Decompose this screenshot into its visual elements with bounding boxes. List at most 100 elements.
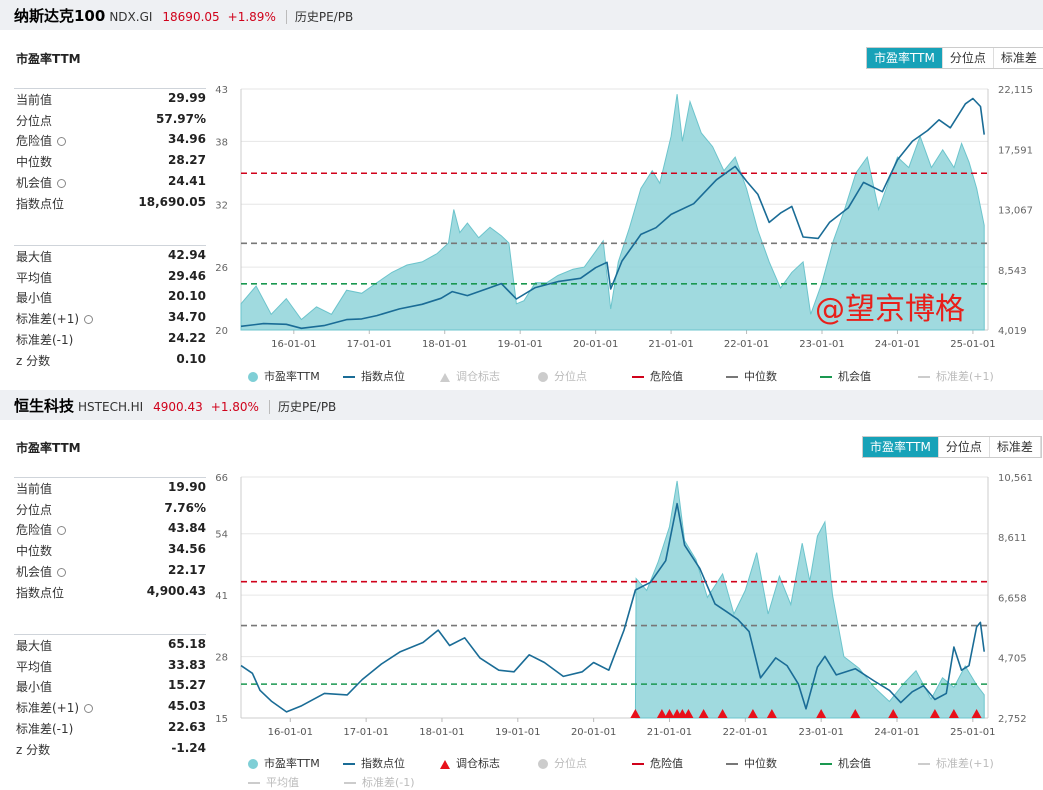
rebalance-marker[interactable] [766,709,777,718]
index-level-line [240,502,985,713]
legend-label: 中位数 [744,370,777,383]
legend-item[interactable]: 危险值 [632,368,683,384]
rebalance-marker[interactable] [656,709,667,718]
y-right-tick-label: 2,752 [998,714,1027,725]
y-left-tick-label: 26 [215,263,228,274]
stat-value: 7.76% [164,500,206,515]
legend-item[interactable]: 标准差(-1) [344,774,415,790]
legend-item[interactable]: 市盈率TTM [248,755,320,771]
x-tick-label: 19-01-01 [495,727,540,738]
rebalance-marker[interactable] [929,709,940,718]
stat-row: 当前值 29.99 [14,89,206,109]
rebalance-marker[interactable] [948,709,959,718]
stat-row: 平均值 29.46 [14,267,206,287]
stat-label: z 分数 [16,353,51,368]
tab-std-dev[interactable]: 标准差 [993,48,1043,68]
history-pe-pb-link[interactable]: 历史PE/PB [277,400,337,414]
stat-row: 最小值 20.10 [14,287,206,307]
x-tick-label: 21-01-01 [648,339,693,350]
legend-item[interactable]: 指数点位 [343,368,405,384]
legend-item[interactable]: 分位点 [538,368,587,384]
legend-item[interactable]: 中位数 [726,368,777,384]
legend-item[interactable]: 调仓标志 [440,368,500,384]
legend-item[interactable]: 指数点位 [343,755,405,771]
stat-row: 标准差(+1) 34.70 [14,308,206,328]
legend-dot-icon [538,372,548,382]
divider [268,399,270,414]
x-tick-label: 20-01-01 [573,339,618,350]
x-tick-label: 22-01-01 [723,727,768,738]
stat-label: 危险值 [16,521,67,538]
rebalance-marker[interactable] [747,709,758,718]
stat-row: 危险值 34.96 [14,130,206,150]
legend-dot-icon [248,759,258,769]
y-left-tick-label: 41 [215,591,228,602]
index-name: 纳斯达克100 NDX.GI 18690.05 +1.89% 历史PE/PB [14,7,354,25]
tab-std-dev[interactable]: 标准差 [989,437,1041,457]
pe-ttm-area [634,480,985,719]
stat-label: 标准差(+1) [16,699,94,716]
gear-icon[interactable] [57,526,67,536]
stat-value: 19.90 [168,480,206,494]
tab-pe-ttm[interactable]: 市盈率TTM [863,437,939,457]
y-left-tick-label: 20 [215,326,228,337]
legend-item[interactable]: 机会值 [820,755,871,771]
stat-row: 平均值 33.83 [14,656,206,676]
stat-value: 15.27 [168,678,206,693]
legend-label: 危险值 [650,370,683,383]
legend-label: 调仓标志 [456,757,500,770]
rebalance-marker[interactable] [664,709,675,718]
stat-row: 标准差(-1) 24.22 [14,329,206,349]
stat-value: 28.27 [168,153,206,168]
rebalance-marker[interactable] [816,709,827,718]
stat-label: 最大值 [16,639,53,653]
y-right-tick-label: 22,115 [998,85,1033,96]
stat-label: 平均值 [16,659,53,674]
legend-item[interactable]: 调仓标志 [440,755,500,771]
gear-icon[interactable] [84,315,94,325]
gear-icon[interactable] [57,567,67,577]
y-right-tick-label: 10,561 [998,473,1033,484]
stat-value: 20.10 [168,289,206,304]
stat-value: 43.84 [168,521,206,536]
stat-row: 最大值 42.94 [14,246,206,266]
tab-percentile[interactable]: 分位点 [942,48,994,68]
stat-value: 18,690.05 [138,194,206,209]
legend-dash-icon [918,376,930,378]
stat-row: 机会值 22.17 [14,561,206,581]
chart-subtitle: 市盈率TTM [16,441,81,455]
legend-item[interactable]: 标准差(+1) [918,368,994,384]
legend-label: 中位数 [744,757,777,770]
y-right-tick-label: 13,067 [998,206,1033,217]
stat-label: 机会值 [16,174,67,191]
rebalance-marker[interactable] [971,709,982,718]
index-code: HSTECH.HI [78,400,144,414]
legend-item[interactable]: 市盈率TTM [248,368,320,384]
legend-dot-icon [538,759,548,769]
stat-value: 0.10 [176,351,206,366]
rebalance-marker[interactable] [698,709,709,718]
tab-pe-ttm[interactable]: 市盈率TTM [867,48,943,68]
legend-item[interactable]: 标准差(+1) [918,755,994,771]
legend-label: 标准差(+1) [936,757,994,770]
y-right-tick-label: 4,705 [998,654,1027,665]
rebalance-marker[interactable] [717,709,728,718]
legend-label: 调仓标志 [456,370,500,383]
gear-icon[interactable] [57,137,67,147]
rebalance-marker[interactable] [683,709,694,718]
rebalance-marker[interactable] [850,709,861,718]
legend-item[interactable]: 平均值 [248,774,299,790]
watermark: @望京博格 [815,292,965,327]
tab-percentile[interactable]: 分位点 [938,437,990,457]
gear-icon[interactable] [57,178,67,188]
rebalance-marker[interactable] [888,709,899,718]
rebalance-marker[interactable] [630,709,641,718]
x-tick-label: 22-01-01 [724,339,769,350]
legend-item[interactable]: 机会值 [820,368,871,384]
gear-icon[interactable] [84,704,94,714]
legend-item[interactable]: 分位点 [538,755,587,771]
history-pe-pb-link[interactable]: 历史PE/PB [294,10,354,24]
legend-item[interactable]: 危险值 [632,755,683,771]
legend-label: 标准差(-1) [362,776,415,789]
legend-item[interactable]: 中位数 [726,755,777,771]
